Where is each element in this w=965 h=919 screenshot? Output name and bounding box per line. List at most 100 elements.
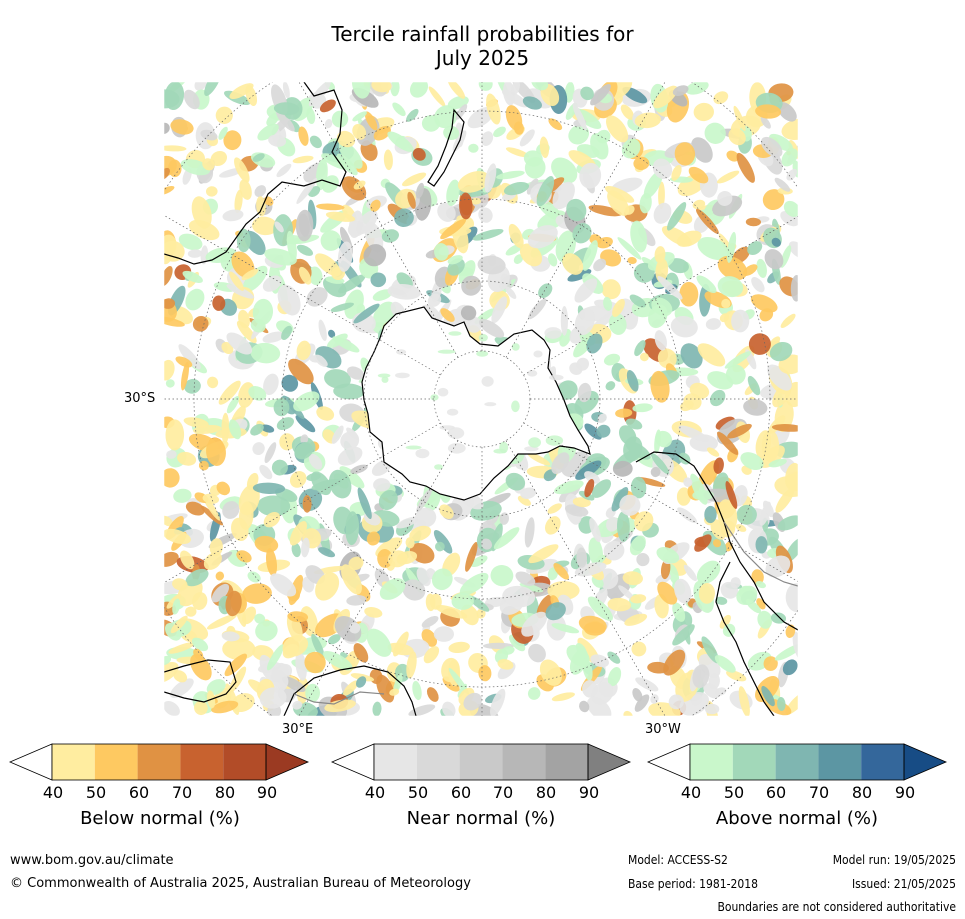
probability-blob [505,286,517,299]
probability-blob [337,446,363,466]
probability-blob [636,553,650,567]
probability-blob [366,628,392,657]
probability-blob [259,687,287,709]
probability-blob [759,501,772,526]
probability-blob [650,466,661,478]
probability-blob [164,661,179,684]
south-america-east-coastline [715,561,775,716]
probability-blob [393,631,409,657]
probability-blob [188,219,220,241]
probability-blob [751,569,764,585]
tick-label: 80 [535,783,557,802]
probability-blob [164,700,180,716]
probability-blob [575,460,602,480]
probability-blob [255,620,278,642]
probability-blob [692,490,714,501]
tick-label: 40 [42,783,64,802]
colorbar-segment [374,744,417,780]
probability-blob [671,164,682,181]
probability-blob [484,163,497,193]
probability-blob [164,240,185,262]
probability-blob [562,253,584,275]
probability-blob [621,138,641,159]
probability-blob [499,594,524,615]
probability-blob [170,678,194,698]
probability-blob [276,110,295,132]
probability-blob [175,356,193,368]
probability-blob [481,538,493,550]
probability-blob [528,298,547,320]
probability-blob [357,487,372,520]
probability-blob [663,649,686,676]
probability-blob [755,536,768,554]
probability-blob [531,82,549,91]
probability-blob [448,641,470,654]
probability-blob [611,487,629,512]
probability-blob [183,89,200,110]
probability-blob [164,298,176,309]
lat-label-30s: 30°S [124,391,156,406]
probability-blob [629,294,646,308]
probability-blob [590,133,609,160]
probability-blob [769,341,793,362]
probability-blob [164,359,175,381]
probability-blob [183,417,209,428]
probability-blob [632,687,643,702]
probability-blob [607,190,630,216]
probability-blob [551,692,575,702]
probability-blob [691,694,703,706]
probability-blob [164,551,179,567]
probability-blob [370,199,381,212]
probability-blob [759,308,774,322]
probability-blob [596,424,611,438]
probability-blob [177,451,197,466]
probability-blob [216,481,231,496]
probability-blob [387,550,408,568]
probability-blob [282,82,290,99]
probability-blob [200,505,224,526]
probability-blob [548,118,563,131]
probability-blob [215,106,233,124]
probability-blob [617,237,642,260]
tick-label: 90 [578,783,600,802]
probability-blob [225,590,242,617]
probability-blob [679,281,699,307]
probability-blob [726,150,740,162]
probability-blob [736,504,757,525]
probability-blob [710,389,726,407]
probability-blob [652,158,673,180]
probability-blob [527,370,538,377]
probability-blob [503,181,530,196]
probability-blob [683,393,702,410]
probability-blob [372,701,382,716]
probability-blob [421,615,439,628]
probability-blob [327,634,341,645]
probability-blob [620,104,635,120]
probability-blob [715,596,728,605]
probability-blob [415,182,425,199]
lon-label-30e: 30°E [282,722,314,737]
probability-blob [276,163,292,178]
probability-blob [597,413,607,424]
probability-blob [387,283,421,300]
probability-blob [166,450,177,459]
probability-blob [762,189,785,211]
probability-blob [707,371,734,390]
probability-blob [194,700,208,716]
probability-blob [465,542,478,572]
probability-blob [407,191,416,209]
probability-blob [412,148,426,161]
probability-blob [182,270,203,283]
graticule [164,82,798,716]
probability-blob [653,202,672,224]
probability-blob [298,213,310,237]
probability-blob [547,503,562,514]
probability-blob [185,288,205,311]
probability-blob [579,700,590,713]
probability-blob [274,221,284,233]
probability-blob [785,462,798,488]
probability-blob [328,329,336,338]
probability-blob [657,275,683,300]
probability-blob [582,657,593,681]
probability-blob [164,468,180,488]
